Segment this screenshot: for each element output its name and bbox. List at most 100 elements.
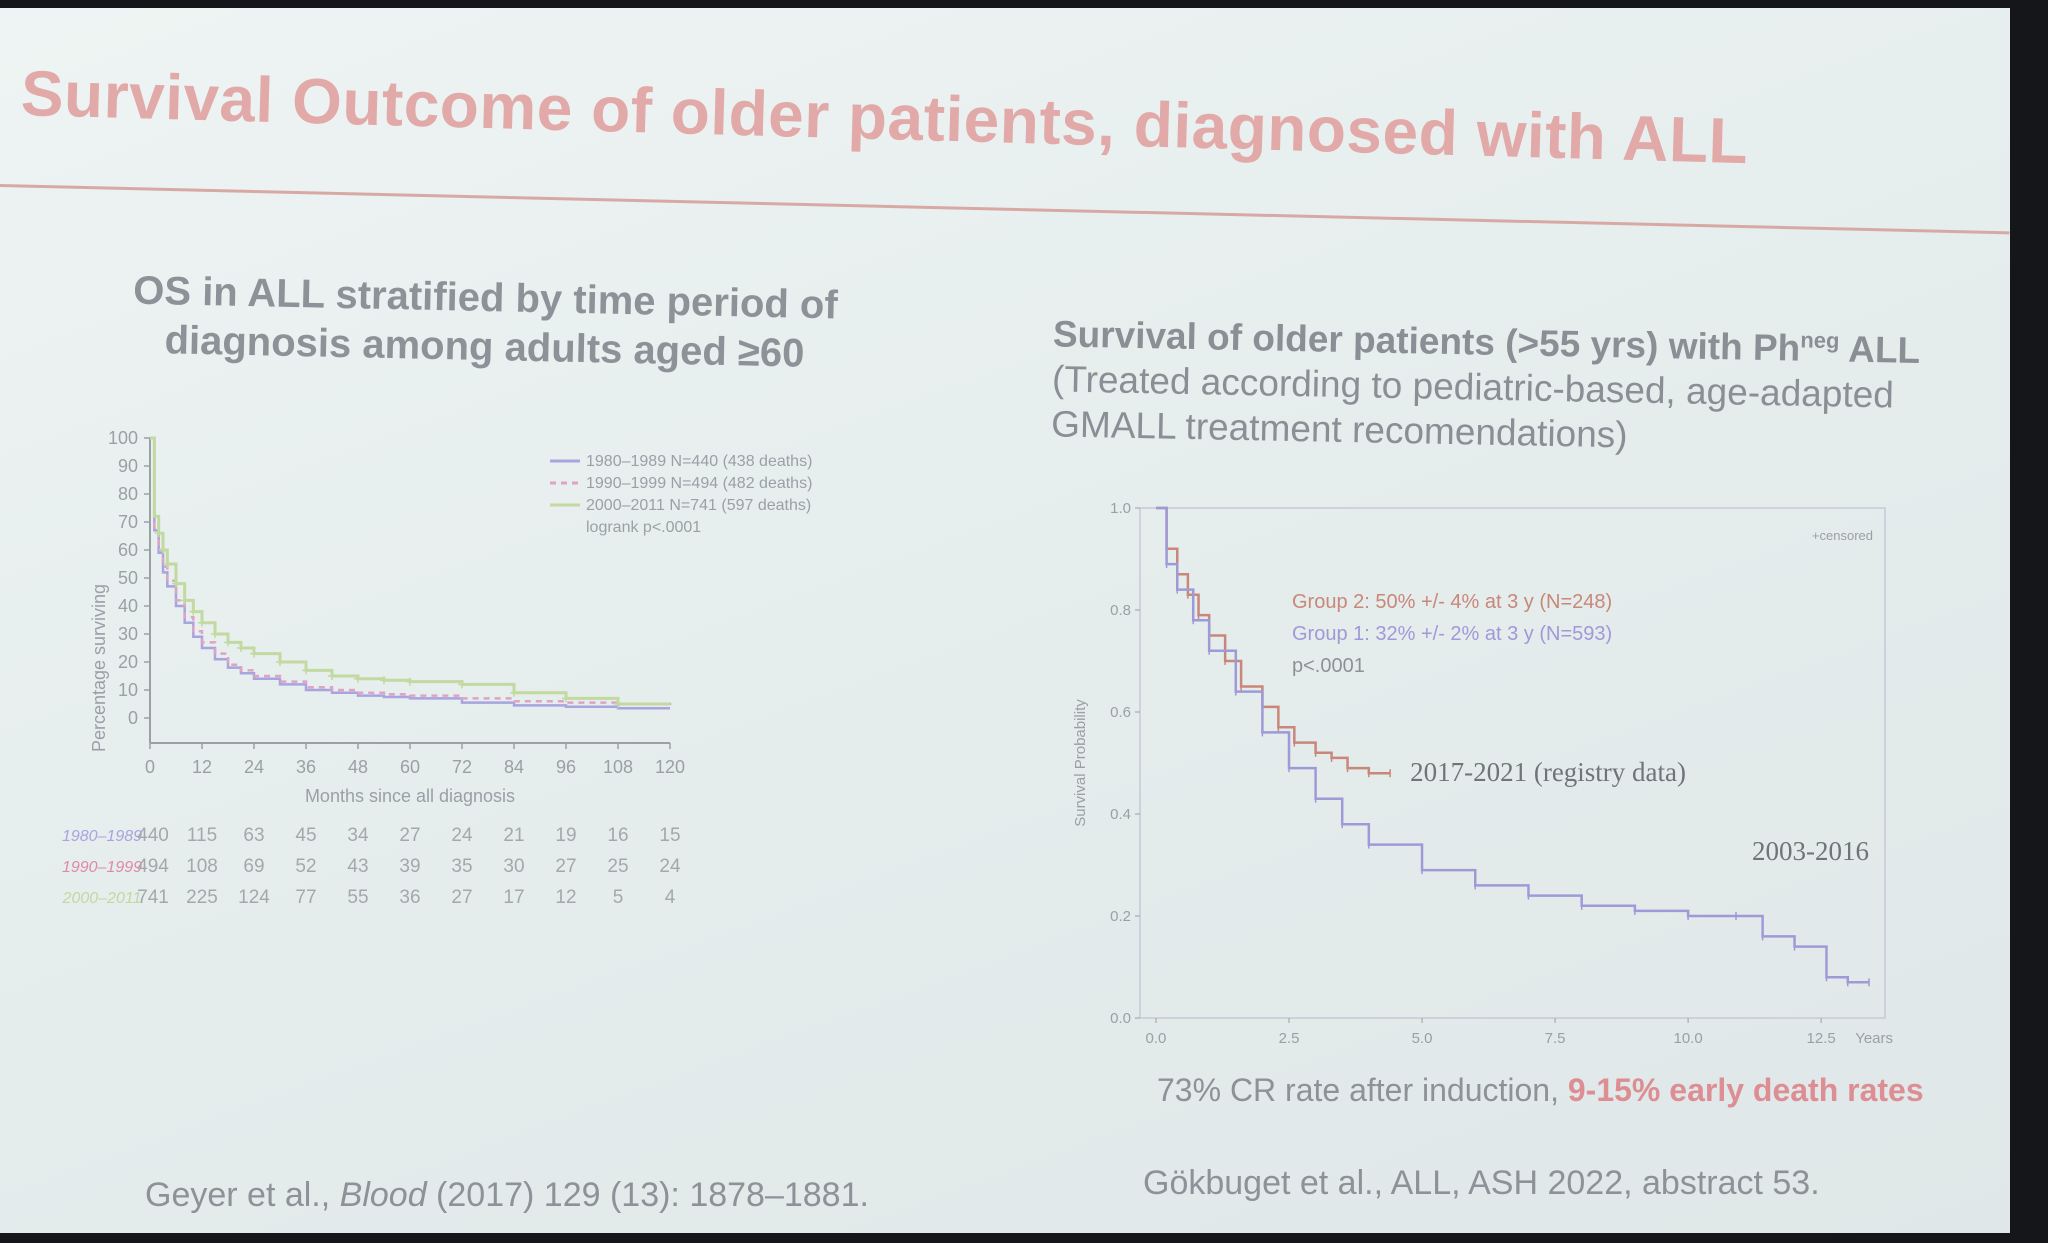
censored-legend: +censored: [1812, 528, 1873, 543]
risk-cell: 4: [665, 887, 676, 908]
right-chart-heading: Survival of older patients (>55 yrs) wit…: [1051, 311, 1953, 464]
censor-mark: [328, 672, 336, 680]
left-chart-series: [150, 436, 672, 710]
censor-mark: [614, 700, 622, 708]
risk-cell: 440: [137, 825, 169, 846]
stat-annotation: Group 2: 50% +/- 4% at 3 y (N=248): [1292, 591, 1612, 613]
censor-mark: [562, 694, 570, 703]
x-tick-label: 84: [504, 757, 524, 777]
risk-cell: 25: [607, 856, 628, 877]
series-line-1: [150, 436, 672, 706]
x-tick-label: 60: [400, 757, 420, 777]
slide-title: Survival Outcome of older patients, diag…: [19, 56, 1750, 178]
risk-cell: 27: [451, 887, 472, 908]
risk-cell: 741: [137, 887, 169, 908]
right-heading-sup: neg: [1800, 327, 1840, 354]
y-tick-label: 70: [118, 512, 138, 532]
risk-cell: 15: [659, 825, 680, 846]
risk-cell: 5: [613, 887, 624, 908]
y-axis-title: Percentage surviving: [89, 584, 109, 752]
risk-cell: 16: [607, 825, 628, 846]
risk-cell: 21: [503, 825, 524, 846]
right-heading-end: ALL: [1838, 328, 1921, 372]
x-tick-label: 0.0: [1146, 1030, 1167, 1047]
censor-mark: [380, 676, 388, 685]
risk-cell: 27: [555, 856, 576, 877]
os-by-period-chart: 0 10 20 30 40 50 60 70 80 90 100 0 12 24 36 48 60 72 84 96 1…: [62, 428, 813, 908]
cr-note-highlight: 9-15% early death rates: [1567, 1072, 1924, 1108]
risk-cell: 19: [555, 825, 576, 846]
y-tick-label: 0.6: [1110, 704, 1131, 721]
censor-mark: [237, 644, 245, 652]
plot-frame: [1139, 507, 1886, 1019]
series-label: 2017-2021 (registry data): [1410, 757, 1686, 787]
right-chart-annotations: 2017-2021 (registry data) 2003-2016 +censo…: [1292, 528, 1873, 866]
survival-curve-1: [1155, 506, 1870, 984]
risk-cell: 12: [555, 887, 576, 908]
risk-cell: 24: [659, 856, 681, 877]
x-tick-label: 2.5: [1279, 1030, 1300, 1047]
censor-mark: [406, 677, 414, 686]
y-tick-label: 60: [118, 540, 138, 560]
risk-cell: 494: [137, 856, 169, 877]
x-tick-label: 72: [452, 757, 472, 777]
x-axis-title: Months since all diagnosis: [305, 786, 515, 806]
risk-cell: 39: [399, 856, 420, 877]
y-tick-label: 40: [118, 596, 138, 616]
y-tick-label: 10: [118, 680, 138, 700]
x-axis-title: Years: [1855, 1030, 1893, 1047]
risk-cell: 77: [295, 887, 316, 908]
left-citation-rest: (2017) 129 (13): 1878–1881.: [426, 1176, 869, 1214]
censor-mark: [211, 630, 219, 638]
y-tick-label: 50: [118, 568, 138, 588]
y-tick-label: 1.0: [1110, 500, 1131, 517]
stat-annotation: p<.0001: [1292, 655, 1365, 677]
risk-cell: 17: [503, 887, 524, 908]
x-tick-label: 108: [603, 757, 633, 777]
risk-cell: 225: [186, 887, 218, 908]
risk-row-label: 1990–1999: [62, 859, 142, 876]
risk-cell: 30: [503, 856, 524, 877]
y-tick-label: 90: [118, 456, 138, 476]
risk-cell: 43: [347, 856, 368, 877]
y-tick-label: 80: [118, 484, 138, 504]
censor-mark: [302, 666, 310, 675]
x-tick-label: 12: [192, 757, 212, 777]
risk-cell: 27: [399, 825, 420, 846]
left-chart-heading: OS in ALL stratified by time period of d…: [89, 266, 881, 380]
censor-mark: [354, 674, 362, 683]
risk-cell: 35: [451, 856, 472, 877]
y-tick-label: 0.8: [1110, 602, 1131, 619]
risk-cell: 108: [186, 856, 218, 877]
risk-row-label: 1980–1989: [62, 828, 142, 845]
y-tick-label: 0: [128, 708, 138, 728]
y-axis-title: Survival Probability: [1072, 699, 1089, 827]
censor-mark: [510, 688, 518, 697]
censor-mark: [163, 560, 172, 568]
left-chart-legend: 1980–1989 N=440 (438 deaths) 1990–1999 N=…: [550, 453, 812, 536]
left-chart-axes: 0 10 20 30 40 50 60 70 80 90 100 0 12 24 36 48 60 72 84 96 1…: [89, 428, 685, 806]
risk-cell: 34: [347, 825, 369, 846]
y-tick-label: 20: [118, 652, 138, 672]
x-tick-label: 5.0: [1412, 1030, 1433, 1047]
right-citation: Gökbuget et al., ALL, ASH 2022, abstract…: [1143, 1164, 1820, 1202]
y-tick-label: 0.4: [1110, 806, 1131, 823]
logrank-annotation: logrank p<.0001: [586, 519, 701, 536]
stat-annotation: Group 1: 32% +/- 2% at 3 y (N=593): [1292, 623, 1612, 645]
risk-cell: 24: [451, 825, 473, 846]
y-tick-label: 0.0: [1110, 1010, 1131, 1027]
x-tick-label: 0: [145, 757, 155, 777]
title-divider: [0, 184, 2010, 235]
risk-cell: 69: [243, 856, 264, 877]
x-tick-label: 48: [348, 757, 368, 777]
cr-rate-note: 73% CR rate after induction, 9-15% early…: [1157, 1072, 1924, 1109]
x-tick-label: 10.0: [1674, 1030, 1703, 1047]
left-citation-authors: Geyer et al.,: [145, 1176, 340, 1214]
legend-label: 1990–1999 N=494 (482 deaths): [586, 475, 812, 492]
censor-mark: [224, 638, 232, 647]
left-citation: Geyer et al., Blood (2017) 129 (13): 187…: [145, 1176, 869, 1215]
risk-cell: 55: [347, 887, 368, 908]
censor-mark: [198, 618, 206, 627]
x-tick-label: 120: [655, 757, 685, 777]
